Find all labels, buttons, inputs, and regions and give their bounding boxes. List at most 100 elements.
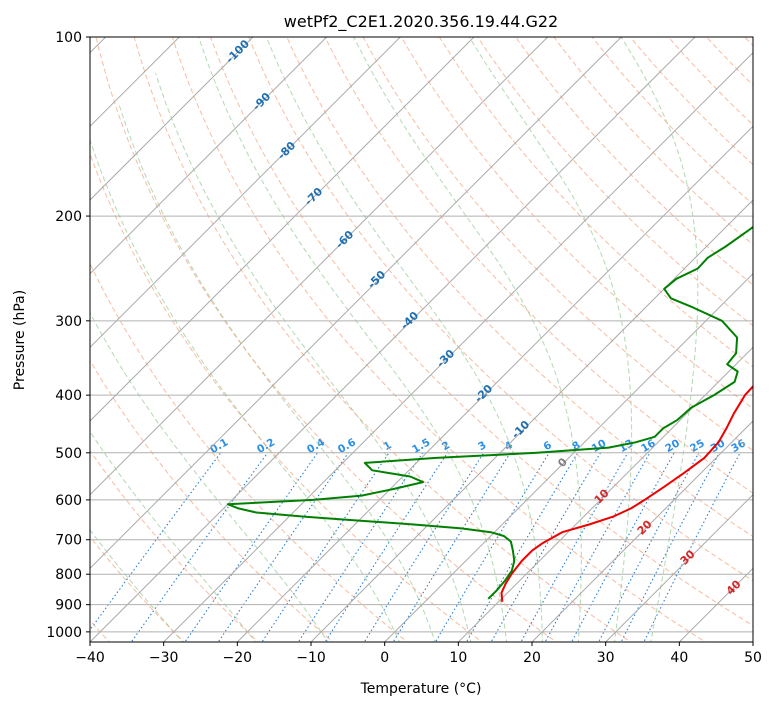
x-tick-label: 50 [744, 650, 762, 666]
y-tick-label: 800 [55, 567, 82, 583]
plot-frame [89, 36, 754, 643]
dry-adiabat-line [133, 37, 632, 642]
dry-adiabats [90, 24, 775, 645]
dry-adiabat-line [171, 37, 707, 642]
isotherm-line [605, 493, 753, 642]
isotherm-line [90, 37, 475, 422]
moist-adiabat-line [90, 311, 329, 642]
y-tick-label: 300 [55, 314, 82, 330]
dry-adiabat-line [629, 37, 753, 166]
adiabat-label: -40 [398, 309, 421, 332]
isotherm-line [384, 272, 753, 642]
dry-adiabat-line [744, 37, 753, 47]
dry-adiabat-line [90, 359, 334, 642]
isotherm-line [752, 641, 753, 642]
series-lines [226, 225, 753, 602]
dry-adiabat-line [248, 37, 753, 582]
dry-adiabat-line [400, 37, 753, 409]
y-axis-ticks: 100 200 300 400 500 600 700 800 900 1000 [46, 30, 90, 641]
moist-adiabat-line [90, 430, 257, 642]
x-tick-label: 0 [380, 650, 389, 666]
x-axis-ticks: −40 −30 −20 −10 0 10 20 30 40 50 [75, 642, 762, 666]
mixing-ratio-line [598, 452, 700, 642]
dry-adiabat-line [95, 37, 558, 642]
moist-adiabat-line [620, 37, 699, 642]
mixing-ratio-line [130, 452, 269, 642]
isotherm-line [90, 37, 696, 642]
dry-adiabat-line [90, 262, 409, 642]
adiabat-label: -10 [509, 418, 532, 441]
dry-adiabat-line [209, 37, 753, 627]
adiabat-label: 0 [555, 455, 570, 470]
y-tick-label: 500 [55, 446, 82, 462]
adiabat-label: 20 [635, 517, 655, 537]
isotherm-line [90, 37, 401, 349]
isotherm-line [236, 125, 753, 642]
adiabat-label: -50 [365, 268, 388, 291]
x-tick-label: −20 [223, 650, 253, 666]
moist-adiabat-line [118, 104, 436, 642]
y-tick-label: 1000 [46, 625, 82, 641]
adiabat-label: 30 [678, 547, 698, 567]
x-axis-label: Temperature (°C) [360, 681, 482, 697]
y-tick-label: 400 [55, 388, 82, 404]
dry-adiabat-line [286, 37, 753, 538]
mixing-ratio-line [184, 452, 319, 642]
adiabat-label: -20 [472, 382, 495, 405]
y-tick-label: 900 [55, 598, 82, 614]
moist-adiabat-line [198, 37, 508, 642]
x-tick-label: 30 [597, 650, 615, 666]
dry-adiabat-line [667, 37, 753, 126]
isotherm-line [90, 37, 328, 275]
isotherm-line [678, 567, 753, 642]
mixing-ratio-line [643, 452, 741, 642]
dry-adiabat-line [515, 37, 753, 286]
mixing-ratio-line [324, 452, 448, 642]
moist-adiabat-line [155, 72, 472, 642]
y-tick-label: 200 [55, 209, 82, 225]
x-tick-label: −40 [75, 650, 105, 666]
moist-adiabat-line [468, 37, 633, 642]
series-line-1 [226, 225, 753, 600]
y-tick-label: 100 [55, 30, 82, 46]
dry-adiabat-line [477, 37, 753, 327]
dry-adiabat-line [90, 535, 185, 642]
y-tick-label: 700 [55, 533, 82, 549]
mixing-ratio-line [434, 452, 550, 642]
x-tick-label: 10 [449, 650, 467, 666]
mixing-ratio-line [363, 452, 485, 642]
mixing-ratio-line [570, 452, 675, 642]
adiabat-label: 10 [592, 486, 612, 506]
adiabat-label: -30 [434, 347, 457, 370]
mixing-ratio-label: 3 [476, 439, 488, 453]
mixing-ratio-line [90, 452, 222, 631]
x-tick-label: −30 [149, 650, 179, 666]
pressure-gridlines [90, 37, 753, 633]
mixing-ratio-line [261, 452, 390, 642]
y-axis-label: Pressure (hPa) [12, 290, 28, 390]
dry-adiabat-line [591, 37, 753, 206]
dry-adiabat-line [438, 37, 753, 368]
y-tick-label: 600 [55, 493, 82, 509]
mixing-ratio-line [297, 452, 424, 642]
mixing-ratio-line [620, 452, 720, 642]
x-tick-label: 40 [670, 650, 688, 666]
isotherm-line [163, 51, 753, 642]
x-tick-label: 20 [523, 650, 541, 666]
dry-adiabat-line [553, 37, 753, 246]
isotherm-line [457, 346, 753, 642]
moist-adiabat-line [353, 37, 582, 642]
dry-adiabat-line [362, 37, 753, 452]
isotherm-line [90, 37, 254, 201]
isotherm-line [310, 199, 753, 642]
mixing-ratio-line [544, 452, 651, 642]
dry-adiabat-line [90, 449, 260, 642]
dry-adiabat-line [770, 24, 775, 645]
plot-area: 0.1 0.2 0.4 0.6 1 1.5 2 3 4 6 8 10 13 16 20 25 30 36 -100… [90, 24, 775, 645]
isotherm-line [531, 420, 753, 642]
isotherms [90, 37, 753, 642]
x-tick-label: −10 [296, 650, 326, 666]
mixing-ratio-line [217, 452, 349, 642]
mixing-ratio-label: 4 [503, 439, 515, 453]
